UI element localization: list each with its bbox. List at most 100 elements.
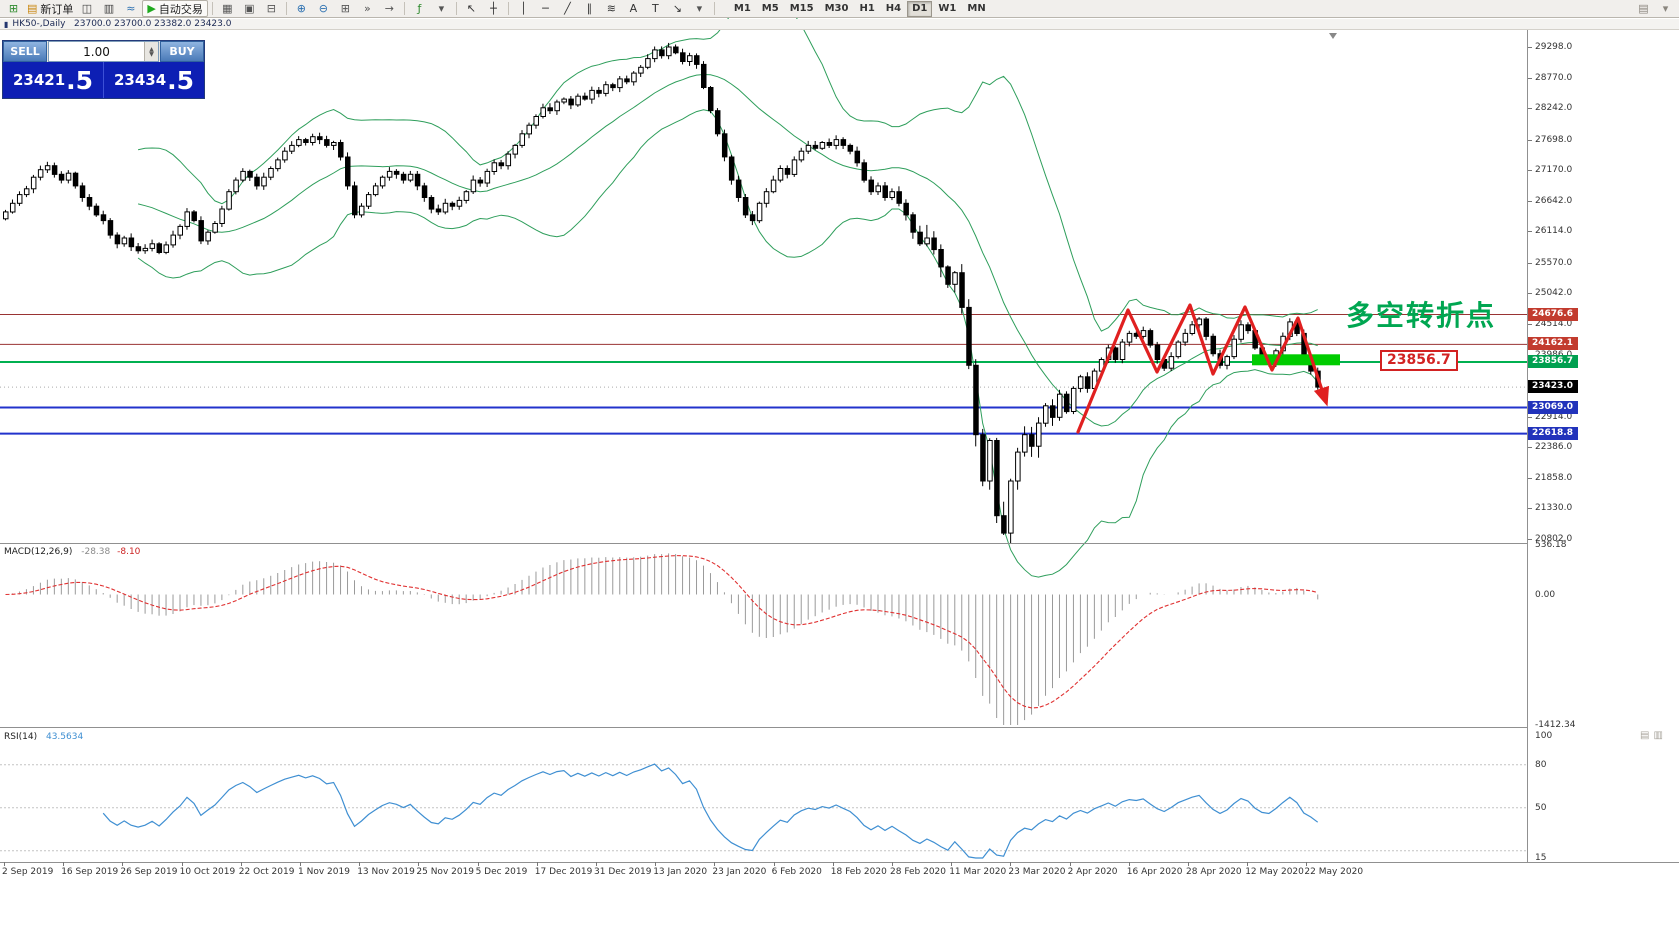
- timeframe-h4-button[interactable]: H4: [885, 2, 902, 14]
- date-axis-tick: [181, 862, 183, 866]
- toolbar-more-button[interactable]: ▾: [1655, 1, 1676, 16]
- timeframe-m30-button[interactable]: M30: [824, 2, 849, 14]
- rsi-panel: [0, 763, 1527, 859]
- buy-button[interactable]: BUY: [160, 41, 204, 62]
- timeframe-mn-button[interactable]: MN: [967, 2, 986, 14]
- price-line-tag: 22618.8: [1528, 426, 1578, 440]
- price-axis-tick: [1528, 170, 1532, 171]
- rsi-line: [102, 763, 1319, 859]
- stepper-down-icon[interactable]: ▼: [149, 50, 154, 58]
- channel-button[interactable]: ∥: [579, 1, 600, 16]
- vertical-line-button[interactable]: │: [513, 1, 534, 16]
- rsi-panel-separator[interactable]: [0, 727, 1528, 728]
- date-axis-tick: [63, 862, 65, 866]
- chart-line-button[interactable]: ≈: [120, 1, 141, 16]
- toolbar-separator: [285, 2, 287, 15]
- toolbar-separator: [455, 2, 457, 15]
- macd-axis-label: -1412.34: [1535, 720, 1576, 730]
- indicators-button[interactable]: ƒ: [409, 1, 430, 16]
- sell-price-dec: .5: [66, 65, 94, 95]
- autotrading-button[interactable]: ▶ 自动交易: [142, 0, 208, 17]
- sell-price[interactable]: 23421 .5: [3, 62, 104, 98]
- indicators-icon: ƒ: [417, 2, 422, 15]
- date-axis-label: 18 Feb 2020: [830, 867, 887, 877]
- date-axis-label: 22 May 2020: [1304, 867, 1364, 877]
- new-chart-button[interactable]: ⊞: [3, 1, 24, 16]
- chart-candles-button[interactable]: ◫: [76, 1, 97, 16]
- volume-input[interactable]: [49, 42, 144, 61]
- horizontal-line-button[interactable]: ─: [535, 1, 556, 16]
- buy-price[interactable]: 23434 .5: [104, 62, 204, 98]
- shapes-dropdown[interactable]: ▾: [689, 1, 710, 16]
- date-axis-tick: [122, 862, 124, 866]
- timeframe-m5-button[interactable]: M5: [761, 2, 779, 14]
- page-icon-1[interactable]: ▤: [1640, 730, 1650, 741]
- timeframe-m15-button[interactable]: M15: [789, 2, 814, 14]
- label-button[interactable]: T: [645, 1, 666, 16]
- date-axis-tick: [1069, 862, 1071, 866]
- toolbar-separator: [211, 2, 213, 15]
- toolbar-options-icon: ▤: [1638, 2, 1649, 15]
- tile-windows-icon: ▦: [222, 2, 233, 15]
- price-axis-border: [1527, 30, 1528, 862]
- date-axis-label: 2 Apr 2020: [1067, 867, 1118, 877]
- toolbar: ⊞ ▤ 新订单 ◫ ▥ ≈ ▶ 自动交易 ▦ ▣ ⊟ ⊕ ⊖ ⊞» → ƒ ▾ ↖ ┼ │ ─ ╱ ∥ ≋ A T ↘ ▾ M1 M5 M1…: [0, 0, 1679, 18]
- bollinger-bands: [137, 0, 1319, 578]
- price-axis-tick: [1528, 263, 1532, 264]
- price-axis-tick: [1528, 293, 1532, 294]
- date-axis-label: 26 Sep 2019: [120, 867, 178, 877]
- date-axis-tick: [1247, 862, 1249, 866]
- timeframe-m1-button[interactable]: M1: [733, 2, 751, 14]
- chart-shift-icon: →: [384, 2, 394, 15]
- timeframe-h1-button[interactable]: H1: [859, 2, 875, 14]
- timeframe-w1-button[interactable]: W1: [938, 2, 957, 14]
- macd-panel-separator[interactable]: [0, 543, 1528, 544]
- zoom-out-button[interactable]: ⊖: [313, 1, 334, 16]
- chart-shift-button[interactable]: →: [379, 1, 400, 16]
- arrows-button[interactable]: ↘: [667, 1, 688, 16]
- date-axis-tick: [832, 862, 834, 866]
- zoom-in-button[interactable]: ⊕: [291, 1, 312, 16]
- timeframe-toolbar: M1 M5 M15 M30 H1 H4 D1 W1 MN: [729, 0, 991, 17]
- text-button[interactable]: A: [623, 1, 644, 16]
- chart-bars-button[interactable]: ▥: [98, 1, 119, 16]
- arrows-icon: ↘: [672, 2, 682, 15]
- date-axis-tick: [892, 862, 893, 866]
- grid-button[interactable]: ⊞: [335, 1, 356, 16]
- toolbar-options-button[interactable]: ▤: [1633, 1, 1654, 16]
- crosshair-icon: ┼: [490, 2, 497, 15]
- crosshair-button[interactable]: ┼: [483, 1, 504, 16]
- price-axis-label: 27170.0: [1535, 165, 1573, 176]
- tile-windows-button[interactable]: ▦: [217, 1, 238, 16]
- auto-scroll-button[interactable]: »: [357, 1, 378, 16]
- price-line-tag: 24676.6: [1528, 307, 1578, 321]
- fibonacci-button[interactable]: ≋: [601, 1, 622, 16]
- cascade-windows-button[interactable]: ▣: [239, 1, 260, 16]
- sell-button[interactable]: SELL: [3, 41, 47, 62]
- trendline-icon: ╱: [564, 2, 571, 15]
- price-axis-tick: [1528, 231, 1532, 232]
- rsi-axis-label: 15: [1535, 853, 1547, 863]
- price-axis-tick: [1528, 140, 1532, 141]
- buy-price-dec: .5: [167, 65, 195, 95]
- window-corner-icons[interactable]: ▤ ▥: [1640, 730, 1663, 741]
- chart-shift-marker: [1329, 33, 1337, 39]
- grid-icon: ⊞: [340, 2, 350, 15]
- chart-title: HK50-,Daily 23700.0 23700.0 23382.0 2342…: [12, 19, 231, 29]
- date-axis-tick: [536, 862, 538, 866]
- volume-stepper[interactable]: ▲ ▼: [144, 42, 158, 61]
- price-axis[interactable]: 29298.0 28770.0 28242.0 27698.0 27170.0 26642…: [1528, 0, 1679, 942]
- page-icon-2[interactable]: ▥: [1653, 730, 1663, 741]
- arrange-windows-button[interactable]: ⊟: [261, 1, 282, 16]
- trade-panel-prices: 23421 .5 23434 .5: [3, 62, 204, 98]
- macd-signal-value: -8.10: [117, 547, 141, 557]
- indicators-dropdown[interactable]: ▾: [431, 1, 452, 16]
- cursor-button[interactable]: ↖: [461, 1, 482, 16]
- timeframe-d1-button[interactable]: D1: [907, 0, 933, 17]
- new-order-button[interactable]: ▤ 新订单: [25, 1, 75, 16]
- date-axis-label: 12 May 2020: [1245, 867, 1304, 877]
- price-axis-label: 21858.0: [1535, 472, 1573, 483]
- trendline-button[interactable]: ╱: [557, 1, 578, 16]
- price-axis-label: 26642.0: [1535, 195, 1573, 206]
- date-axis[interactable]: 2 Sep 2019 16 Sep 2019 26 Sep 2019 10 Oct 2…: [0, 862, 1528, 880]
